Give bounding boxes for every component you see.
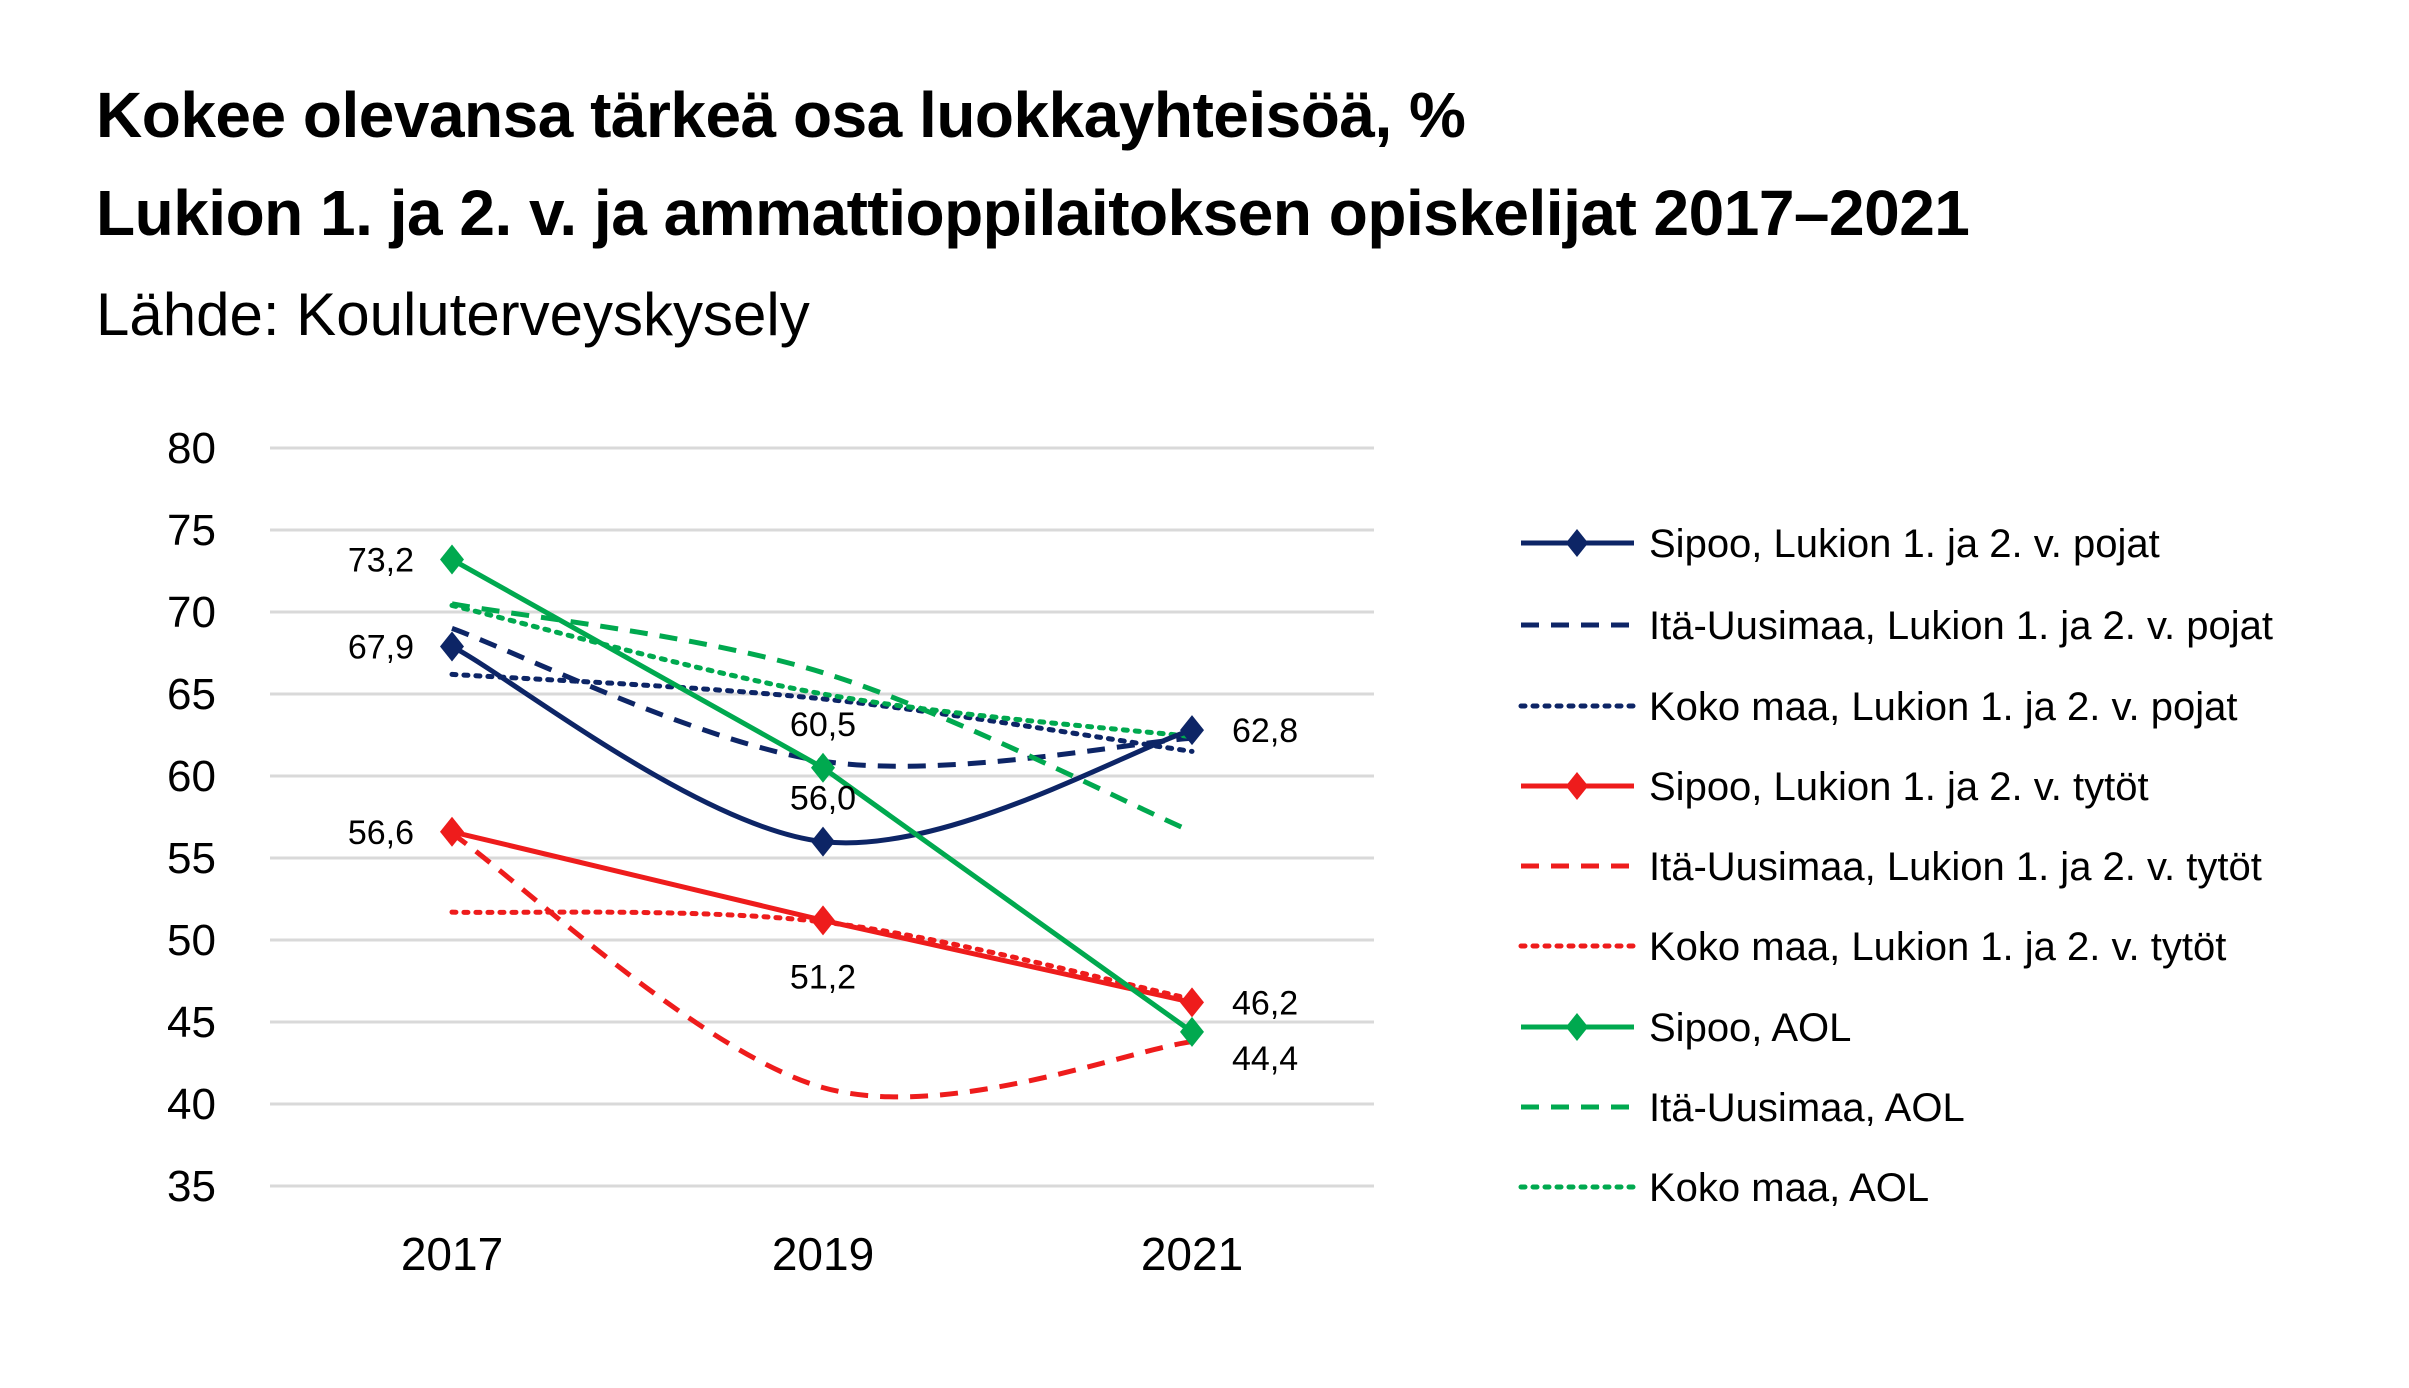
legend-label: Sipoo, Lukion 1. ja 2. v. tytöt: [1649, 765, 2149, 809]
legend-label: Sipoo, Lukion 1. ja 2. v. pojat: [1649, 522, 2160, 566]
data-label: 62,8: [1232, 712, 1298, 750]
data-label: 73,2: [348, 542, 414, 580]
data-point-marker: [1180, 715, 1204, 746]
data-point-marker: [440, 544, 464, 575]
data-point-marker: [811, 826, 835, 857]
data-label: 51,2: [790, 958, 856, 996]
data-point-marker: [1180, 1016, 1204, 1047]
data-label: 46,2: [1232, 984, 1298, 1022]
data-point-marker: [1180, 987, 1204, 1018]
x-tick-label: 2017: [401, 1228, 503, 1280]
data-label: 56,6: [348, 814, 414, 852]
legend-label: Sipoo, AOL: [1649, 1006, 1851, 1050]
y-tick-label: 55: [167, 834, 216, 883]
chart-subtitle: Lukion 1. ja 2. v. ja ammattioppilaitoks…: [96, 177, 1970, 249]
y-tick-label: 80: [167, 424, 216, 473]
series-line: [449, 671, 1195, 754]
data-label: 67,9: [348, 628, 414, 666]
series-line: [450, 831, 1193, 1100]
legend-marker: [1565, 1013, 1589, 1041]
y-tick-label: 35: [167, 1162, 216, 1211]
data-point-marker: [440, 631, 464, 662]
data-point-marker: [811, 905, 835, 936]
y-tick-label: 65: [167, 670, 216, 719]
data-label: 56,0: [790, 780, 856, 818]
y-tick-label: 40: [167, 1080, 216, 1129]
legend-marker: [1565, 772, 1589, 800]
legend-marker: [1565, 529, 1589, 557]
chart-title: Kokee olevansa tärkeä osa luokkayhteisöä…: [96, 79, 1466, 151]
data-point-marker: [440, 816, 464, 847]
series-line: [451, 601, 1193, 835]
series-line: [449, 602, 1195, 740]
y-tick-label: 75: [167, 506, 216, 555]
x-tick-label: 2019: [772, 1228, 874, 1280]
legend-label: Koko maa, Lukion 1. ja 2. v. pojat: [1649, 685, 2238, 729]
data-point-marker: [811, 752, 835, 783]
y-tick-label: 50: [167, 916, 216, 965]
chart-source: Lähde: Kouluterveyskysely: [96, 281, 810, 348]
x-tick-label: 2021: [1141, 1228, 1243, 1280]
data-label: 60,5: [790, 706, 856, 744]
legend-label: Itä-Uusimaa, Lukion 1. ja 2. v. tytöt: [1649, 845, 2262, 889]
legend-label: Koko maa, Lukion 1. ja 2. v. tytöt: [1649, 925, 2226, 969]
data-label: 44,4: [1232, 1040, 1298, 1078]
legend-label: Koko maa, AOL: [1649, 1166, 1929, 1210]
y-tick-label: 45: [167, 998, 216, 1047]
y-tick-label: 70: [167, 588, 216, 637]
legend-label: Itä-Uusimaa, AOL: [1649, 1086, 1965, 1130]
legend-label: Itä-Uusimaa, Lukion 1. ja 2. v. pojat: [1649, 604, 2273, 648]
y-tick-label: 60: [167, 752, 216, 801]
